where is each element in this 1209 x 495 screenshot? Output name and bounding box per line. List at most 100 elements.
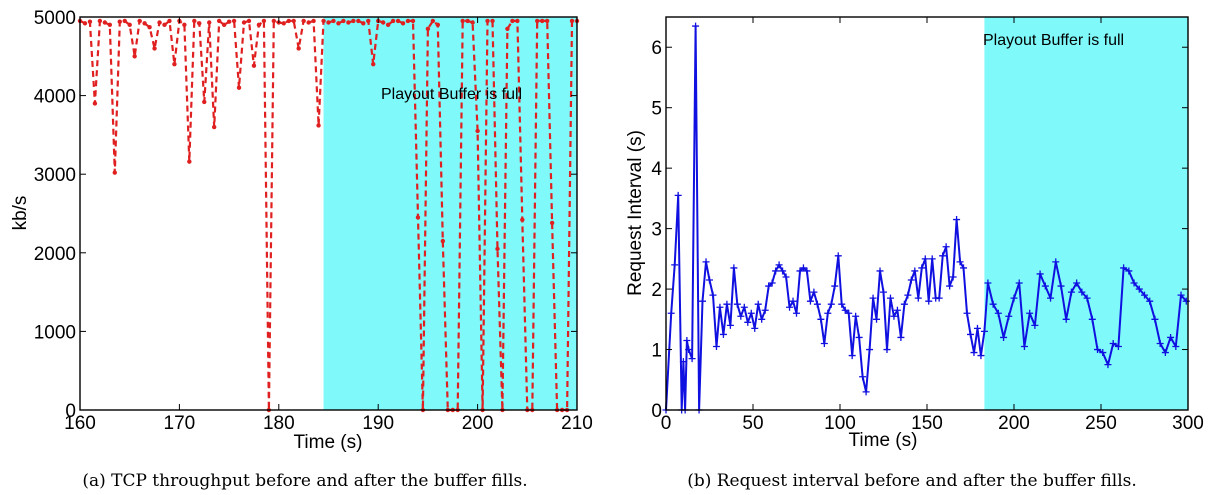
b-data-point — [876, 267, 884, 275]
a-data-point — [435, 22, 441, 28]
b-data-point — [803, 267, 811, 275]
b-data-point — [841, 306, 849, 314]
b-data-point — [674, 191, 682, 199]
b-data-point — [726, 321, 734, 329]
b-y-tick-label: 2 — [651, 280, 662, 301]
a-data-point — [92, 101, 98, 106]
b-data-point — [1047, 294, 1055, 302]
panel-a-x-axis-label: Time (s) — [294, 432, 363, 453]
b-data-point — [1010, 294, 1018, 302]
b-data-point — [967, 330, 974, 338]
a-data-point — [137, 18, 142, 24]
a-data-point — [182, 22, 187, 28]
b-data-point — [1083, 294, 1091, 302]
a-data-point — [226, 19, 232, 24]
b-y-tick-label: 4 — [651, 159, 662, 180]
a-y-tick-label: 4000 — [34, 87, 76, 108]
b-data-point — [831, 282, 839, 290]
b-data-point — [980, 327, 988, 335]
b-data-point — [824, 309, 832, 317]
b-x-tick-label: 50 — [742, 413, 763, 434]
a-data-point — [167, 18, 172, 24]
b-data-point — [1177, 291, 1185, 299]
b-data-point — [712, 343, 720, 351]
b-data-point — [893, 306, 901, 314]
a-data-point — [465, 18, 470, 24]
b-data-point — [1104, 361, 1112, 369]
b-data-point — [1109, 339, 1117, 347]
b-data-point — [1078, 288, 1086, 296]
b-data-point — [897, 333, 905, 341]
b-data-point — [1135, 285, 1143, 293]
a-data-point — [251, 63, 257, 68]
b-data-point — [1073, 279, 1081, 287]
b-data-point — [688, 355, 696, 363]
a-data-point — [107, 22, 113, 28]
b-data-point — [1020, 343, 1028, 351]
panel-b-shade-label: Playout Buffer is full — [983, 32, 1124, 49]
b-data-point — [973, 324, 981, 332]
b-data-point — [1005, 312, 1013, 320]
b-y-tick-label: 6 — [651, 38, 662, 59]
b-data-point — [994, 309, 1002, 317]
a-data-point — [475, 128, 480, 134]
b-x-tick-label: 100 — [824, 413, 856, 434]
a-x-tick-label: 190 — [362, 413, 394, 434]
b-data-point — [1099, 349, 1107, 357]
b-data-point — [786, 303, 794, 311]
b-data-point — [772, 267, 780, 275]
a-data-point — [122, 18, 127, 24]
panel-a-y-axis-label: kb/s — [10, 196, 31, 231]
b-y-tick-label: 1 — [651, 341, 662, 362]
b-data-point — [880, 288, 887, 296]
b-data-point — [737, 312, 745, 320]
a-data-point — [87, 19, 93, 24]
a-x-tick-label: 180 — [263, 413, 295, 434]
b-data-point — [866, 346, 874, 354]
a-data-point — [535, 18, 540, 24]
a-data-point — [366, 18, 371, 24]
b-data-point — [921, 255, 929, 263]
b-data-point — [1062, 315, 1070, 323]
b-data-point — [796, 267, 804, 275]
panel-a-series — [77, 18, 580, 413]
b-data-point — [1067, 288, 1075, 296]
a-data-point — [236, 85, 242, 90]
a-data-point — [221, 22, 227, 28]
b-data-point — [1015, 279, 1023, 287]
b-data-point — [692, 22, 700, 30]
b-data-point — [939, 252, 947, 260]
b-data-point — [1167, 333, 1175, 341]
panel-b: 0 50 100 150 200 250 300 0 1 2 3 4 5 6 Playout Buffe… — [625, 16, 1204, 491]
a-data-point — [82, 21, 88, 26]
a-data-point — [346, 20, 351, 25]
b-data-point — [855, 333, 863, 341]
a-data-point — [371, 61, 376, 67]
b-data-point — [793, 309, 800, 317]
b-data-point — [702, 258, 710, 266]
a-data-point — [216, 18, 222, 24]
b-data-point — [679, 358, 687, 366]
b-x-tick-label: 150 — [911, 413, 943, 434]
b-data-point — [949, 273, 957, 281]
a-data-point — [540, 18, 545, 24]
a-data-point — [246, 18, 252, 24]
a-data-point — [241, 20, 247, 25]
b-y-tick-label: 0 — [651, 401, 662, 422]
b-data-point — [709, 291, 717, 299]
b-data-point — [754, 300, 762, 308]
b-data-point — [862, 388, 870, 396]
a-data-point — [286, 18, 291, 24]
a-data-point — [351, 18, 356, 24]
a-data-point — [326, 20, 331, 25]
b-data-point — [706, 276, 713, 284]
b-data-point — [918, 264, 926, 272]
b-x-tick-label: 250 — [1085, 413, 1117, 434]
a-data-point — [395, 18, 401, 24]
a-y-tick-label: 1000 — [34, 322, 76, 343]
b-data-point — [1120, 264, 1128, 272]
panel-a-x-ticks: 160 170 180 190 200 210 — [64, 17, 593, 434]
a-data-point — [147, 25, 152, 30]
a-data-point — [192, 18, 197, 24]
b-data-point — [810, 288, 818, 296]
